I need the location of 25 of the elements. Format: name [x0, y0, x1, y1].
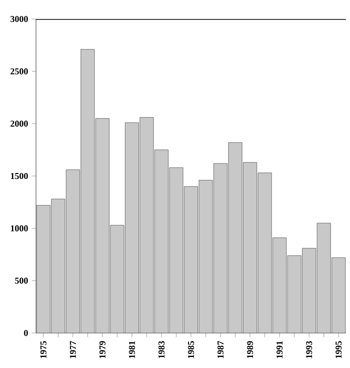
y-tick-label: 1000 [10, 225, 28, 232]
bar [198, 180, 213, 333]
x-tick-label: 1987 [217, 341, 224, 358]
y-tick-label: 0 [24, 330, 28, 336]
bar [154, 150, 168, 333]
y-tick-label: 500 [15, 278, 28, 284]
y-tick-label: 3000 [10, 16, 28, 22]
x-tick-label: 1985 [188, 341, 194, 358]
bar [214, 163, 228, 333]
x-tick-label: 1981 [128, 341, 135, 358]
x-tick-label: 1989 [246, 341, 254, 358]
bar [169, 167, 184, 333]
bar [228, 142, 242, 333]
bar [243, 162, 258, 333]
x-tick-label: 1975 [40, 341, 46, 358]
y-tick-label: 2000 [10, 120, 28, 127]
bar [184, 186, 198, 333]
x-tick-label: 1993 [306, 341, 312, 358]
y-tick-label: 2500 [10, 68, 28, 74]
x-tick-label: 1977 [70, 341, 76, 358]
x-tick-label: 1991 [276, 341, 283, 358]
x-tick-label: 1979 [99, 341, 106, 358]
x-tick-label: 1995 [336, 341, 342, 358]
y-tick-label: 1500 [10, 172, 28, 180]
x-tick-label: 1983 [158, 341, 165, 358]
